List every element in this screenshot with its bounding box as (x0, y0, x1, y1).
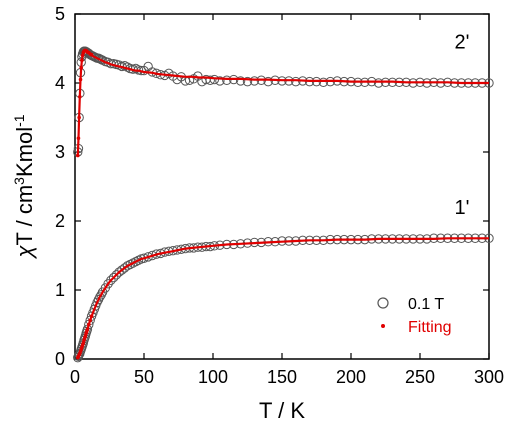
x-tick-label: 100 (198, 367, 228, 387)
data-point-measured (95, 292, 105, 302)
y-axis-title: χT / cm3Kmol-1 (11, 114, 37, 259)
series-measured-curve-2 (73, 46, 494, 157)
y-axis-title-sup2: -1 (11, 114, 27, 127)
data-point-measured (263, 76, 273, 87)
y-axis-title-t: T / cm (12, 185, 37, 246)
y-tick-label: 5 (55, 4, 65, 24)
data-point-fitting (85, 327, 90, 332)
data-point-fitting (80, 53, 85, 58)
x-tick-label: 250 (405, 367, 435, 387)
data-point-measured (205, 75, 215, 85)
data-point-measured (235, 76, 246, 86)
data-point-measured (373, 78, 384, 88)
data-point-fitting (77, 115, 81, 120)
curve-label: 1' (455, 197, 470, 219)
y-tick-label: 2 (55, 211, 65, 231)
series-fitting-curve-1 (75, 237, 489, 360)
data-point-fitting (87, 322, 91, 327)
data-point-fitting (81, 341, 86, 345)
x-tick-label: 150 (267, 367, 297, 387)
data-layer (73, 46, 494, 363)
ticks-layer: 0 50 100 150 200 250 300 0 1 2 3 4 5 (55, 4, 504, 387)
y-tick-label: 1 (55, 280, 65, 300)
legend-label-measured: 0.1 T (408, 296, 444, 313)
y-tick-label: 4 (55, 73, 65, 93)
data-point-measured (111, 270, 122, 280)
data-point-fitting (89, 52, 94, 57)
data-point-fitting (75, 153, 80, 158)
data-point-measured (318, 77, 329, 88)
data-point-fitting (76, 136, 81, 140)
legend-marker-fitting (381, 324, 385, 328)
data-point-measured (215, 76, 225, 86)
data-point-measured (222, 75, 232, 85)
y-axis-title-chi: χ (12, 245, 37, 260)
y-tick-label: 3 (55, 142, 65, 162)
data-point-measured (291, 76, 301, 87)
data-point-measured (108, 272, 119, 283)
data-point-fitting (80, 58, 84, 63)
data-point-fitting (83, 334, 88, 339)
x-tick-label: 200 (336, 367, 366, 387)
legend-label-fitting: Fitting (408, 319, 452, 336)
data-point-fitting (78, 77, 83, 82)
data-point-fitting (88, 318, 92, 323)
y-tick-label: 0 (55, 349, 65, 369)
series-fitting-curve-2 (75, 48, 489, 158)
data-point-measured (242, 76, 253, 87)
data-point-fitting (78, 95, 82, 99)
x-axis-title: T / K (259, 398, 305, 423)
x-tick-label: 50 (134, 367, 154, 387)
data-point-fitting (89, 314, 94, 319)
legend: 0.1 T Fitting (377, 296, 452, 336)
data-point-measured (106, 275, 116, 286)
y-axis-title-unit: Kmol (12, 127, 37, 177)
data-point-measured (103, 279, 113, 289)
data-point-measured (249, 76, 260, 86)
data-point-measured (119, 263, 130, 273)
x-tick-label: 0 (70, 367, 80, 387)
data-point-fitting (79, 66, 84, 70)
x-tick-label: 300 (474, 367, 504, 387)
label-layer: 2' 1' (455, 32, 470, 220)
data-point-measured (139, 253, 149, 263)
legend-marker-measured (377, 297, 389, 309)
y-axis-title-sup1: 3 (11, 177, 27, 185)
curve-label: 2' (455, 32, 470, 54)
